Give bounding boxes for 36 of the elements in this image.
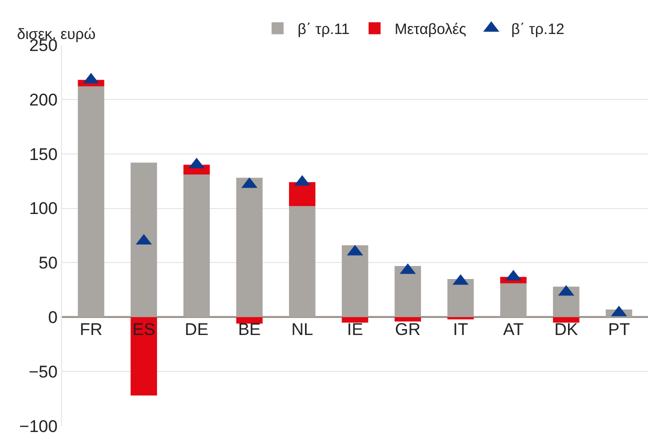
- x-tick-label: DE: [184, 320, 208, 340]
- bar: [236, 317, 263, 324]
- legend-label: β΄ τρ.11: [298, 21, 350, 38]
- legend-label: Μεταβολές: [394, 21, 466, 38]
- bar: [130, 317, 158, 396]
- y-tick-label: −50: [28, 362, 58, 382]
- bar: [236, 178, 263, 318]
- bar: [342, 317, 368, 323]
- x-tick-label: IE: [346, 320, 364, 340]
- y-tick-label: −100: [19, 416, 58, 436]
- bar: [78, 86, 104, 318]
- bar: [130, 162, 158, 318]
- x-tick-label: ES: [132, 320, 156, 340]
- y-tick-label: 0: [48, 308, 58, 328]
- bar: [500, 283, 527, 318]
- bar: [342, 245, 368, 318]
- x-tick-label: NL: [291, 320, 314, 340]
- x-tick-label: AT: [503, 320, 524, 340]
- legend-label: β΄ τρ.12: [511, 21, 564, 38]
- y-tick-label: 200: [29, 90, 58, 110]
- x-tick-label: FR: [80, 320, 102, 340]
- bar: [394, 266, 421, 318]
- bar: [447, 279, 474, 318]
- bar: [289, 206, 316, 318]
- bar: [289, 182, 316, 206]
- bar: [552, 317, 580, 323]
- x-tick-label: GR: [395, 320, 421, 340]
- x-tick-label: IT: [453, 320, 468, 340]
- y-tick-label: 150: [29, 144, 58, 164]
- x-tick-label: PT: [608, 320, 630, 340]
- x-tick-label: DK: [554, 320, 579, 340]
- y-tick-label: 100: [29, 199, 58, 218]
- bar: [394, 317, 421, 322]
- y-tick-label: 50: [38, 254, 58, 273]
- bar: [183, 174, 210, 318]
- x-tick-label: BE: [238, 320, 261, 340]
